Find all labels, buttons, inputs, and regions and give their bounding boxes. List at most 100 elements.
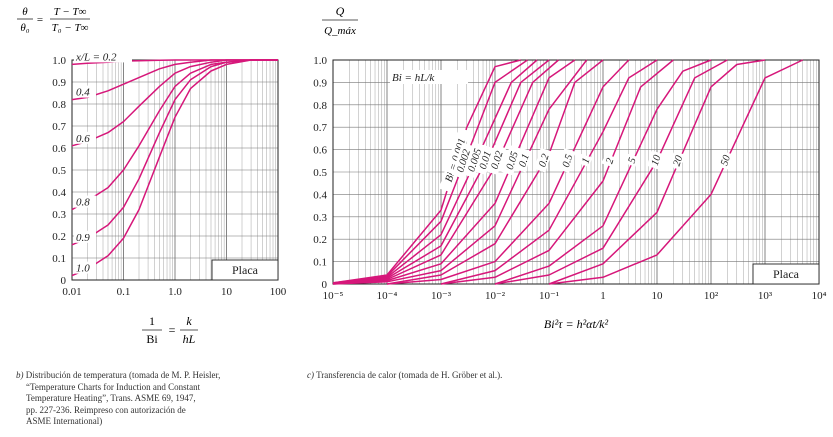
plate-label: Placa	[232, 263, 259, 277]
series-line	[71, 59, 278, 277]
x-tick-label: 0.1	[117, 286, 131, 298]
series-label: 0.1	[517, 153, 532, 169]
x-tick-label: 100	[270, 286, 287, 298]
series-label-bg	[474, 144, 495, 176]
y-tick-label: 0.4	[52, 187, 66, 199]
y-tick-label: 0.5	[313, 167, 327, 179]
series-label-bg	[577, 153, 593, 167]
plate-label-box	[211, 259, 279, 281]
y-tick-label: 0	[322, 279, 328, 291]
y-tick-label: 0.9	[313, 77, 327, 89]
plate-label: Placa	[773, 267, 800, 281]
series-label: x/L = 0.2	[75, 51, 117, 63]
x-tick-label: 10⁻²	[485, 290, 506, 302]
series-label-bg	[74, 230, 96, 243]
series-label-bg	[462, 141, 485, 178]
x-tick-label: 10	[221, 286, 233, 298]
series-label: 0.8	[76, 197, 90, 209]
right-caption-prefix: c)	[307, 370, 314, 380]
xlabel-part: =	[169, 323, 176, 337]
series-label: 1	[580, 157, 592, 165]
x-axis-label: Bi²τ = h²αt/k²	[544, 317, 609, 331]
series-label-group: 1	[577, 153, 593, 167]
series-label: 0.4	[76, 87, 90, 99]
left-caption: b) Distribución de temperatura (tomada d…	[16, 370, 316, 428]
series-line	[71, 59, 278, 246]
series-line	[548, 59, 804, 285]
x-tick-label: 0.01	[62, 286, 81, 298]
series-label-bg	[74, 131, 96, 144]
xlabel-part: hL	[183, 332, 196, 346]
bi-definition-label: Bi = hL/k	[392, 72, 435, 84]
left-caption-line: “Temperature Charts for Induction and Co…	[26, 381, 201, 392]
series-line	[332, 59, 588, 285]
y-tick-label: 0.3	[313, 212, 327, 224]
series-line	[332, 59, 559, 285]
series-label-bg	[74, 85, 96, 98]
series-label-group: 5	[624, 153, 639, 167]
y-tick-label: 0.8	[52, 99, 66, 111]
series-line	[494, 59, 728, 285]
series-label-bg	[74, 195, 96, 208]
series-label: 10	[650, 153, 664, 167]
series-label: 2	[604, 156, 616, 165]
y-tick-label: 0.6	[313, 145, 327, 157]
y-tick-label: 0.3	[52, 209, 66, 221]
y-tick-label: 0.5	[52, 165, 66, 177]
series-line	[71, 59, 278, 147]
series-line	[386, 59, 604, 285]
x-tick-label: 1.0	[168, 286, 182, 298]
heat-transfer-chart: 0 0.1 0.2 0.3 0.4 0.5 0.6 0.7 0.8 0.9 1.0 10⁻⁵ 10⁻⁴ 1…	[313, 4, 826, 331]
series-label-bg	[74, 261, 96, 274]
plate-label-box	[752, 263, 820, 285]
y-tick-label: 0.8	[313, 100, 327, 112]
ylabel-part: =	[37, 14, 43, 26]
ylabel-part: T − T∞	[54, 6, 87, 18]
series-label-group: 20	[668, 151, 686, 170]
x-tick-label: 10⁴	[812, 290, 827, 302]
y-tick-label: 0.1	[52, 253, 66, 265]
left-caption-line: pp. 227-236. Reimpreso con autorización …	[26, 404, 186, 415]
x-tick-label: 10⁻⁴	[377, 290, 398, 302]
series-label-group: 2	[601, 153, 617, 168]
ylabel-part: Q_máx	[324, 25, 356, 37]
series-label-bg	[74, 50, 132, 63]
right-caption-text: Transferencia de calor (tomada de H. Grö…	[316, 370, 503, 380]
series-label-bg	[716, 150, 733, 170]
series-line	[494, 59, 712, 285]
x-tick-label: 10²	[704, 290, 719, 302]
y-tick-label: 0.4	[313, 189, 327, 201]
series-label-group: 10	[647, 150, 664, 170]
y-tick-label: 0.1	[313, 257, 327, 269]
series-line	[386, 59, 630, 285]
series-label: 0.5	[561, 153, 576, 169]
series-label: 0.9	[76, 232, 90, 244]
x-tick-label: 1	[600, 290, 606, 302]
x-tick-label: 10⁻¹	[539, 290, 559, 302]
series-label-group: 0.5	[557, 148, 576, 173]
series-label-bg	[601, 153, 617, 168]
y-tick-label: 0.7	[52, 121, 66, 133]
right-caption: c) Transferencia de calor (tomada de H. …	[307, 370, 607, 382]
xlabel-part: k	[186, 314, 192, 328]
series-label-bg	[514, 147, 533, 173]
series-label-bg	[501, 145, 522, 176]
series-label-bg	[668, 151, 686, 170]
ylabel-part: θ	[22, 6, 28, 18]
series-label-bg	[557, 148, 576, 173]
series-label: 0.2	[537, 152, 552, 169]
series-label-group: 0.2	[533, 147, 553, 173]
series-label: 5	[627, 156, 639, 164]
y-tick-label: 0.6	[52, 143, 66, 155]
left-caption-prefix: b)	[16, 370, 24, 380]
series-label: 1.0	[76, 263, 90, 275]
series-label-bg	[533, 147, 553, 173]
series-line	[440, 59, 674, 285]
xlabel-part: 1	[149, 314, 155, 328]
series-line	[332, 59, 576, 285]
series-label-group: 0.1	[514, 147, 533, 173]
xlabel-part: Bi	[146, 332, 158, 346]
plot-frame	[332, 59, 820, 285]
x-tick-label: 10	[652, 290, 664, 302]
